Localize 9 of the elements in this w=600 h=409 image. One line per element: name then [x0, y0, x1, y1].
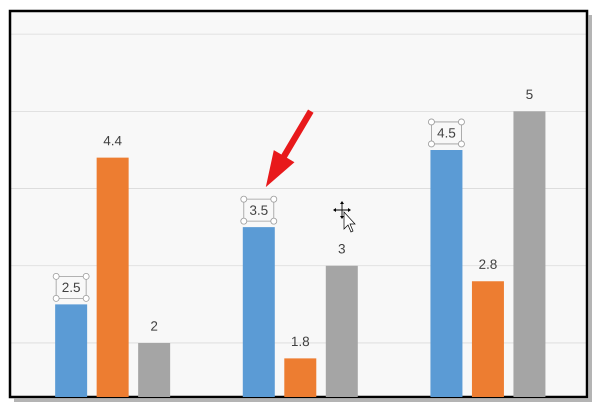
data-label: 2.5	[62, 282, 80, 292]
data-label: 4.5	[437, 128, 456, 138]
data-label: 2	[151, 321, 158, 331]
data-label: 5	[526, 90, 533, 100]
data-label: 4.4	[104, 136, 122, 146]
data-label: 1.8	[292, 336, 310, 346]
data-label: 3	[338, 244, 345, 254]
data-label: 2.8	[479, 259, 497, 269]
data-label: 3.5	[250, 205, 268, 215]
